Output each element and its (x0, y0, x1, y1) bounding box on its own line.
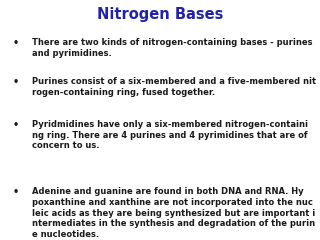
Text: Pyridmidines have only a six-membered nitrogen-containi
ng ring. There are 4 pur: Pyridmidines have only a six-membered ni… (32, 120, 308, 150)
Text: •: • (13, 77, 19, 87)
Text: Adenine and guanine are found in both DNA and RNA. Hy
poxanthine and xanthine ar: Adenine and guanine are found in both DN… (32, 187, 315, 239)
Text: •: • (13, 38, 19, 48)
Text: Purines consist of a six-membered and a five-membered nit
rogen-containing ring,: Purines consist of a six-membered and a … (32, 77, 316, 96)
Text: •: • (13, 120, 19, 130)
Text: Nitrogen Bases: Nitrogen Bases (97, 7, 223, 22)
Text: •: • (13, 187, 19, 197)
Text: There are two kinds of nitrogen-containing bases - purines
and pyrimidines.: There are two kinds of nitrogen-containi… (32, 38, 313, 58)
